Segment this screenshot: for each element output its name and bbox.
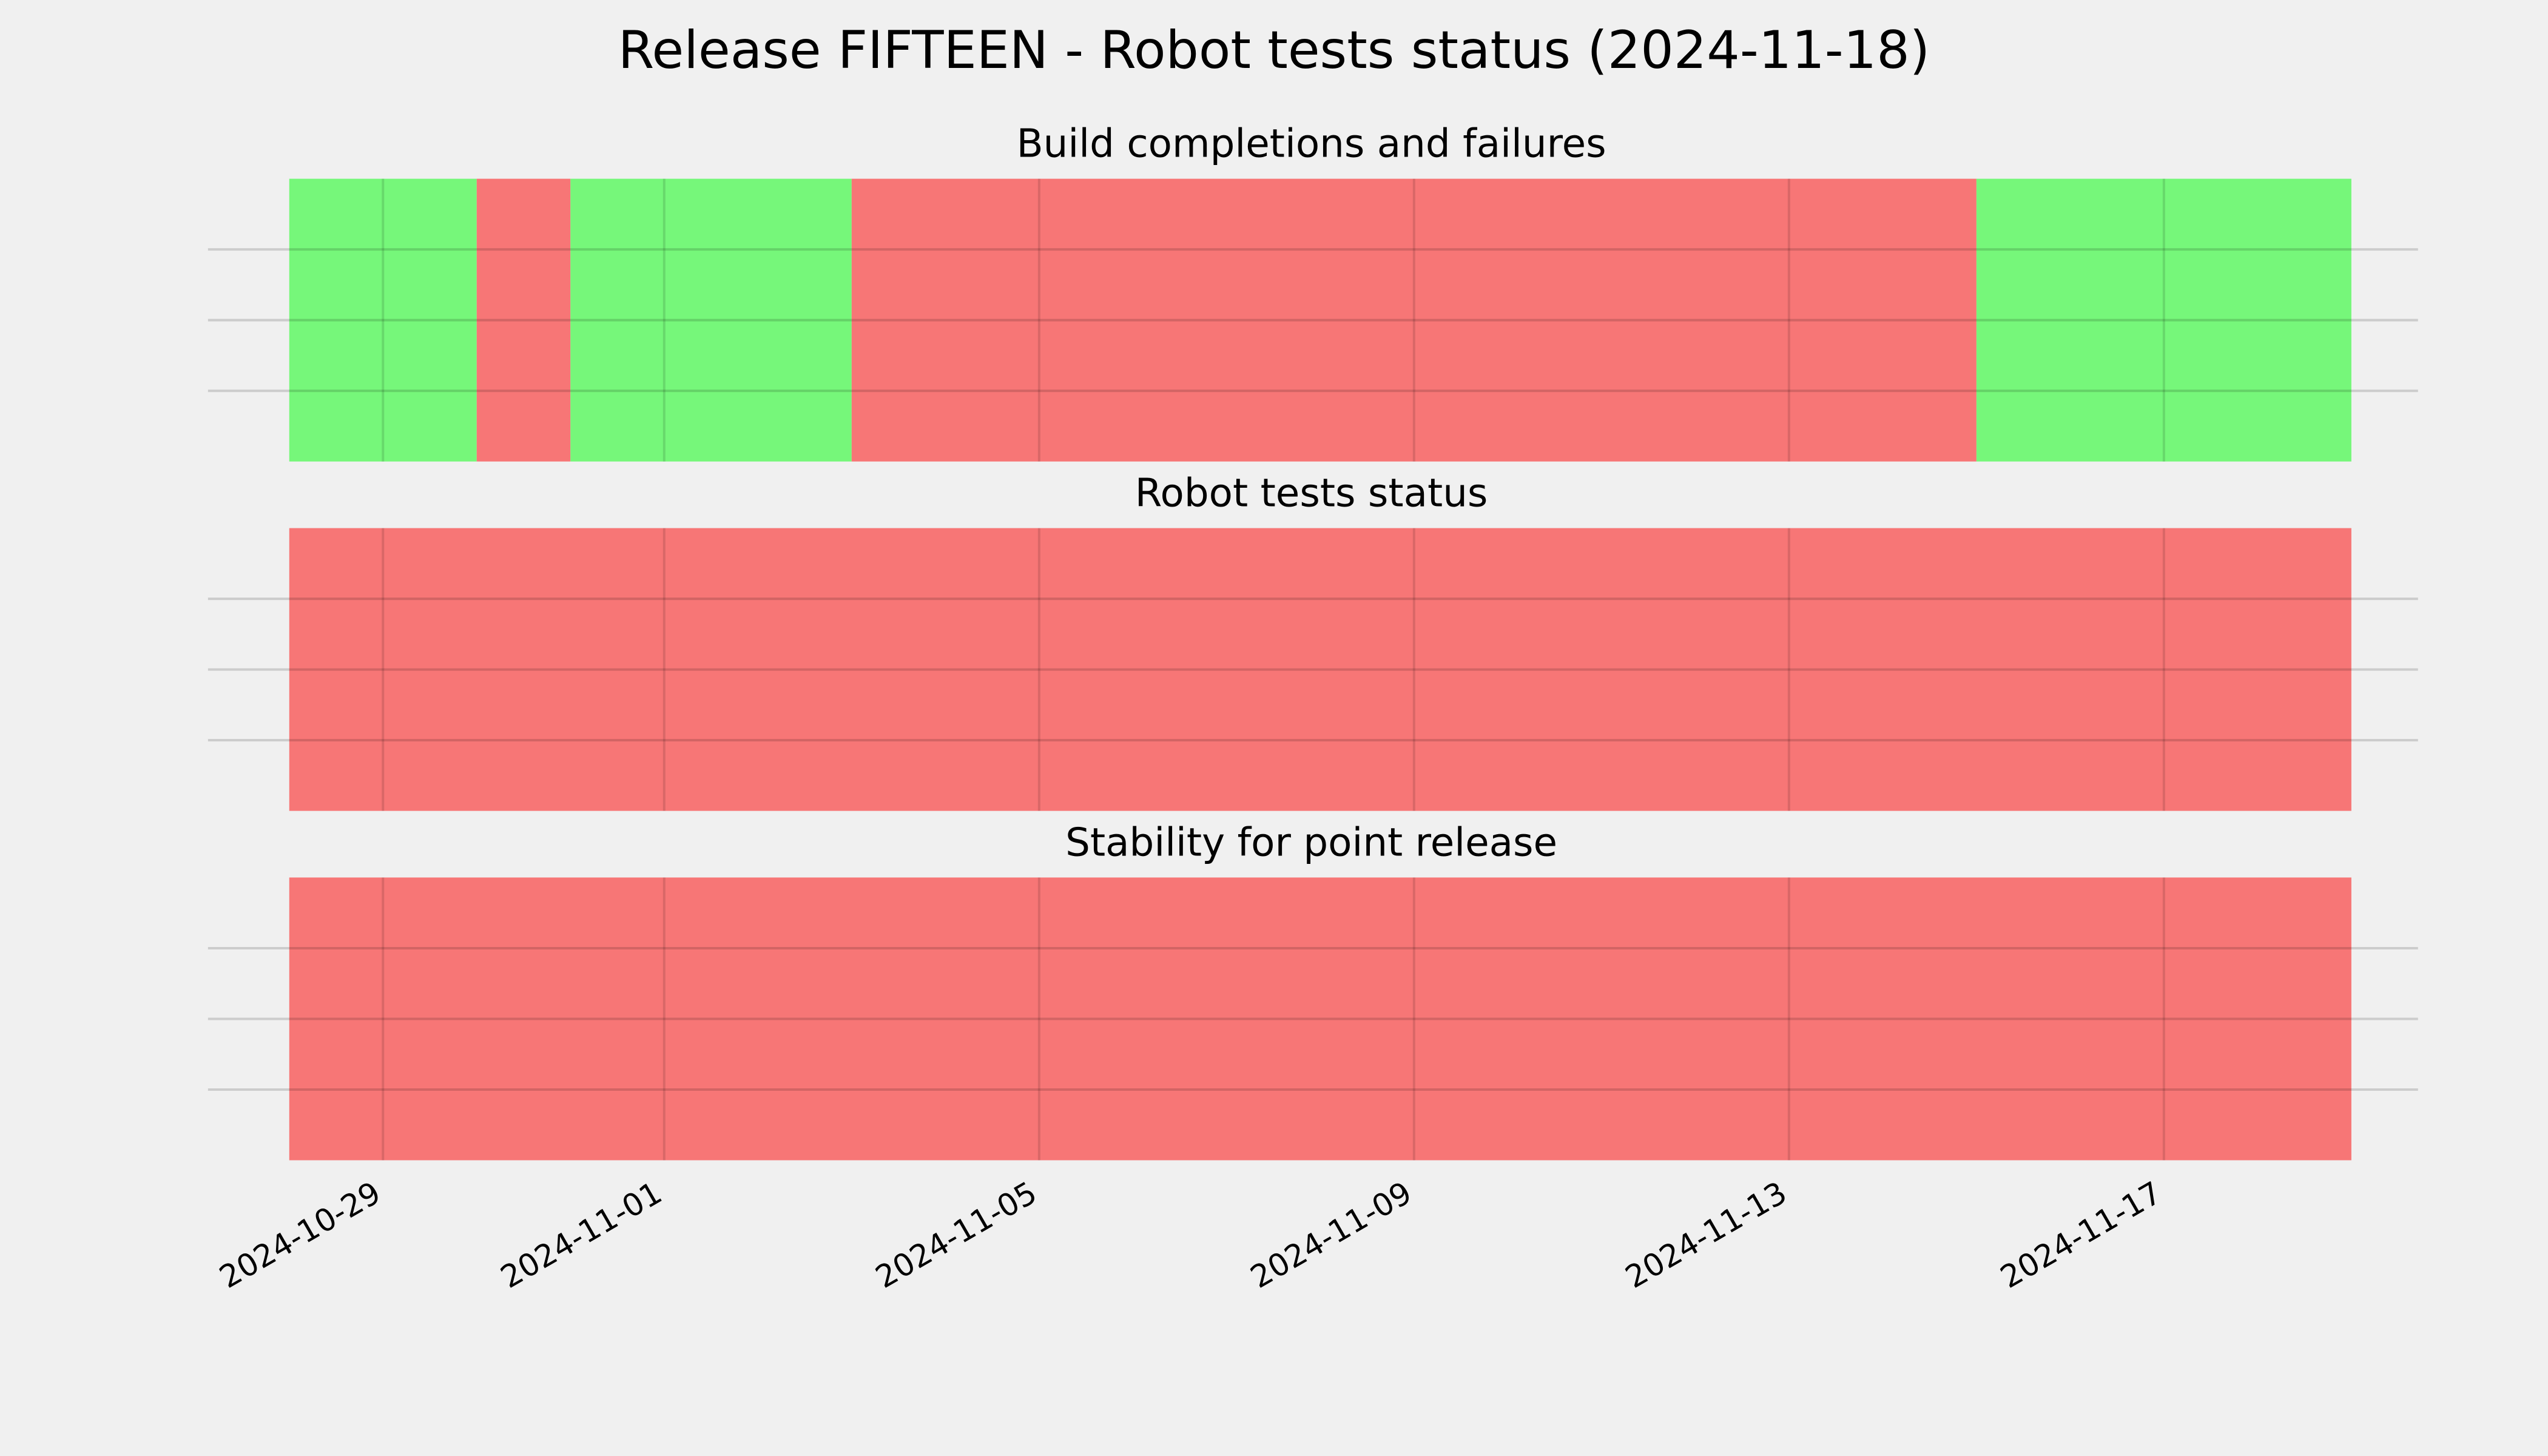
status-segment [851, 178, 1977, 462]
panel-title: Build completions and failures [1017, 121, 1606, 167]
chart-title: Release FIFTEEN - Robot tests status (20… [618, 20, 1930, 81]
status-segment [476, 178, 571, 462]
panel-title: Stability for point release [1065, 820, 1557, 865]
status-segment [289, 178, 477, 462]
status-segment [289, 877, 2351, 1161]
status-segment [289, 528, 2351, 811]
status-segment [570, 178, 852, 462]
panel-title: Robot tests status [1135, 471, 1488, 516]
status-segment [1976, 178, 2351, 462]
